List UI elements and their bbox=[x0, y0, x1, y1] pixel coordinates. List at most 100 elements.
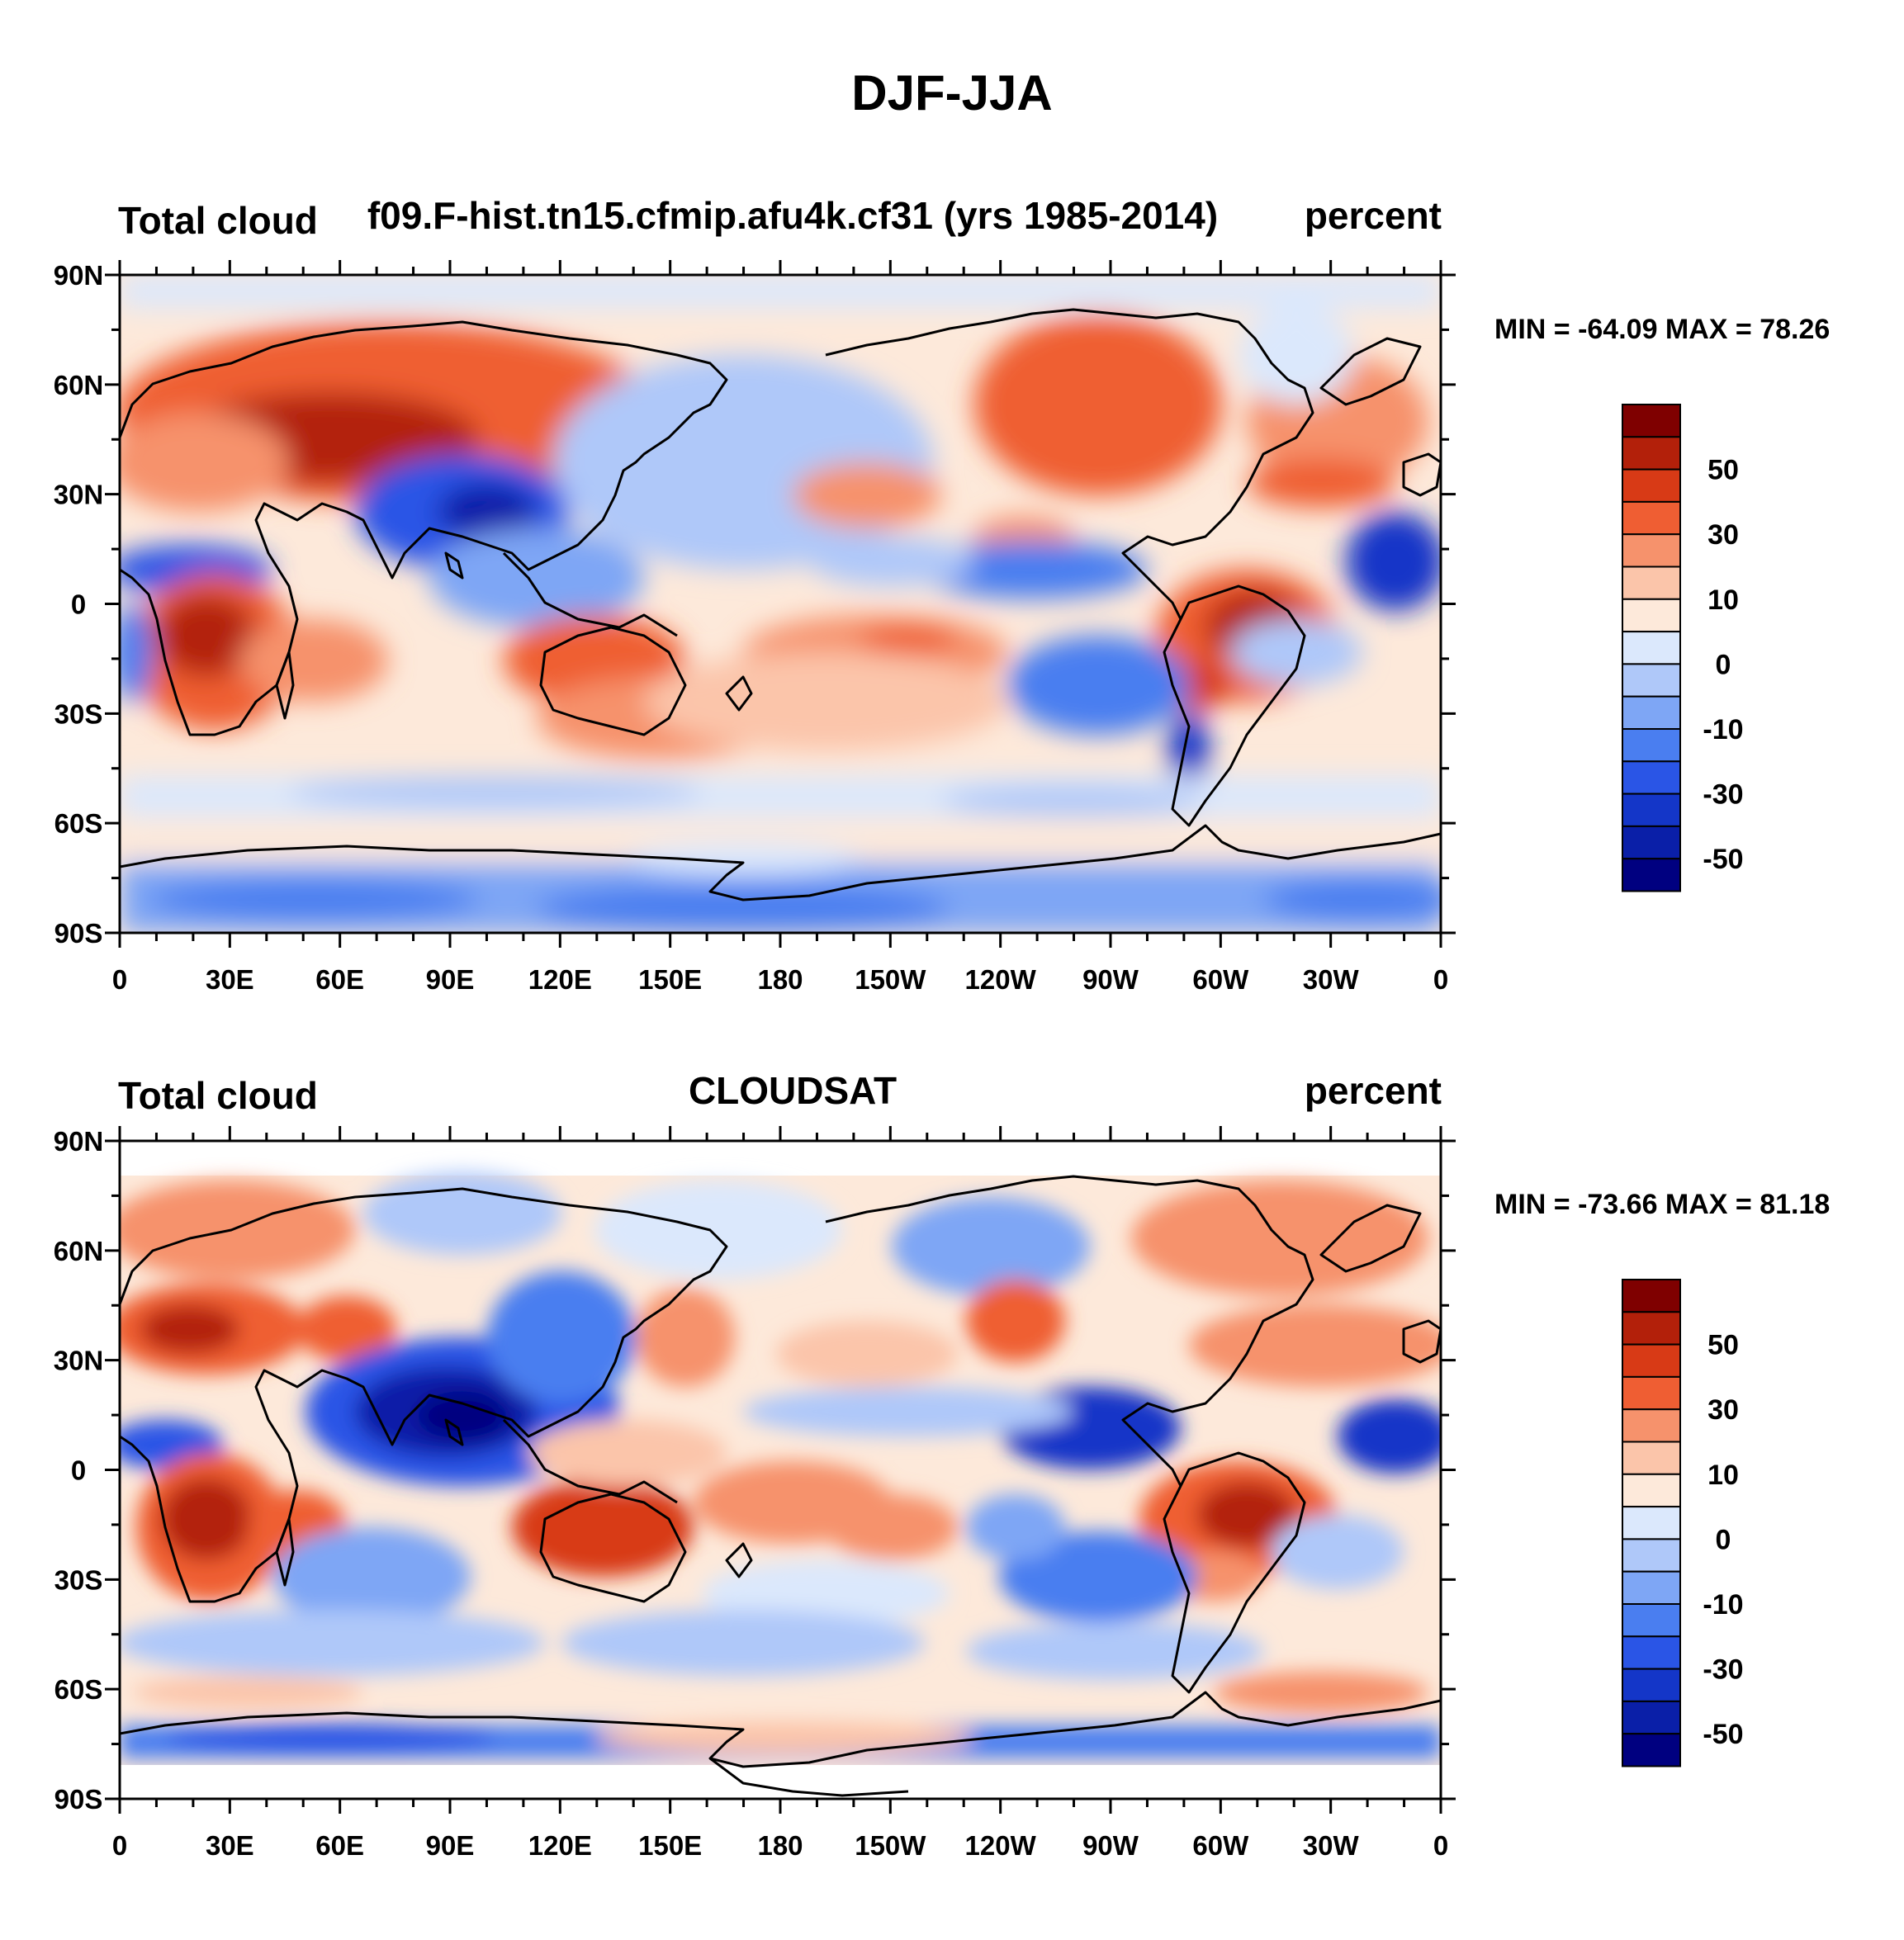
colorbar-label: 50 bbox=[1707, 1330, 1739, 1361]
missing-band-north bbox=[120, 1141, 1441, 1176]
cloud-anomaly-field bbox=[120, 275, 1441, 933]
colorbar-swatch bbox=[1622, 1570, 1681, 1606]
coastlines bbox=[120, 1175, 1441, 1797]
cloud-anomaly-field bbox=[120, 1172, 1441, 1758]
lat-labels: 90N 60N 30N 0 30S 60S 90S bbox=[54, 1126, 104, 1815]
lon-label: 120E bbox=[528, 964, 592, 995]
panel-center-label: f09.F-hist.tn15.cfmip.afu4k.cf31 (yrs 19… bbox=[367, 194, 1219, 237]
lon-label: 60E bbox=[315, 1830, 364, 1861]
min-max-label: MIN = -64.09 MAX = 78.26 bbox=[1494, 314, 1831, 345]
colorbar-swatch bbox=[1622, 1408, 1681, 1443]
lat-label: 90S bbox=[54, 1784, 103, 1815]
lon-label: 150E bbox=[638, 1830, 702, 1861]
colorbar-label: -50 bbox=[1703, 844, 1743, 875]
lat-label: 90S bbox=[54, 918, 103, 949]
colorbar-swatch bbox=[1622, 1700, 1681, 1735]
lat-label: 30S bbox=[54, 1564, 103, 1595]
colorbar-swatch bbox=[1622, 663, 1681, 698]
colorbar-swatch bbox=[1622, 1668, 1681, 1702]
colorbar-swatch bbox=[1622, 631, 1681, 665]
panel-left-label: Total cloud bbox=[118, 199, 318, 242]
lon-label: 60W bbox=[1192, 1830, 1249, 1861]
colorbar-swatch bbox=[1622, 793, 1681, 827]
map-plot: 90N 60N 30N 0 30S 60S 90S 0 30E 60E 90E 120E 150E 18… bbox=[54, 1126, 1456, 1861]
coastlines bbox=[120, 308, 1441, 901]
lon-label: 30W bbox=[1303, 964, 1360, 995]
lon-labels: 0 30E 60E 90E 120E 150E 180 150W 120W 90W 60W 30W 0 bbox=[112, 1830, 1448, 1861]
colorbar-label: -10 bbox=[1703, 1589, 1743, 1621]
panel-right-label: percent bbox=[1304, 1069, 1442, 1112]
lon-label: 90W bbox=[1082, 964, 1139, 995]
colorbar-label: 50 bbox=[1707, 455, 1739, 486]
lat-label: 0 bbox=[71, 1455, 86, 1486]
min-max-label: MIN = -73.66 MAX = 81.18 bbox=[1494, 1189, 1831, 1220]
lon-label: 60W bbox=[1192, 964, 1249, 995]
colorbar-label: 10 bbox=[1707, 584, 1739, 616]
colorbar-swatch bbox=[1622, 1473, 1681, 1508]
colorbar-swatch bbox=[1622, 1311, 1681, 1346]
colorbar-label: -30 bbox=[1703, 779, 1743, 811]
lat-label: 60S bbox=[54, 1674, 103, 1705]
lon-label: 120W bbox=[965, 964, 1037, 995]
colorbar-label: 0 bbox=[1716, 649, 1731, 680]
colorbar-swatch bbox=[1622, 1506, 1681, 1540]
lon-label: 0 bbox=[112, 1830, 127, 1861]
colorbar-label: 0 bbox=[1716, 1524, 1731, 1555]
lon-label: 120E bbox=[528, 1830, 592, 1861]
lon-label: 150E bbox=[638, 964, 702, 995]
lat-labels: 90N 60N 30N 0 30S 60S 90S bbox=[54, 260, 104, 949]
colorbar-swatch bbox=[1622, 858, 1681, 892]
colorbar: 50 30 10 0 -10 -30 -50 bbox=[1622, 1279, 1744, 1767]
panel-model: Total cloud f09.F-hist.tn15.cfmip.afu4k.… bbox=[0, 190, 1904, 1065]
lon-label: 180 bbox=[757, 1830, 803, 1861]
lon-label: 90E bbox=[426, 964, 475, 995]
lon-label: 150W bbox=[855, 964, 926, 995]
colorbar-swatch bbox=[1622, 468, 1681, 503]
colorbar-label: 10 bbox=[1707, 1460, 1739, 1491]
colorbar-label: 30 bbox=[1707, 1394, 1739, 1426]
lat-label: 0 bbox=[71, 589, 86, 620]
colorbar-swatch bbox=[1622, 436, 1681, 471]
lon-label: 120W bbox=[965, 1830, 1037, 1861]
colorbar-label: -50 bbox=[1703, 1719, 1743, 1750]
lon-label: 0 bbox=[112, 964, 127, 995]
colorbar-swatch bbox=[1622, 1733, 1681, 1767]
colorbar-label: -30 bbox=[1703, 1654, 1743, 1686]
axis-ticks bbox=[105, 1126, 1456, 1814]
colorbar-swatch bbox=[1622, 1538, 1681, 1573]
colorbar-swatch bbox=[1622, 565, 1681, 600]
colorbar-swatch bbox=[1622, 1441, 1681, 1475]
colorbar-swatch bbox=[1622, 695, 1681, 731]
colorbar-swatch bbox=[1622, 404, 1681, 438]
colorbar-swatch bbox=[1622, 1343, 1681, 1378]
lon-label: 150W bbox=[855, 1830, 926, 1861]
panel-center-label: CLOUDSAT bbox=[688, 1069, 898, 1112]
lat-label: 30N bbox=[54, 1346, 104, 1376]
lat-label: 30S bbox=[54, 698, 103, 729]
colorbar-swatch bbox=[1622, 533, 1681, 568]
lon-label: 0 bbox=[1433, 964, 1448, 995]
lon-label: 60E bbox=[315, 964, 364, 995]
lon-label: 0 bbox=[1433, 1830, 1448, 1861]
colorbar-label: -10 bbox=[1703, 714, 1743, 745]
lat-label: 60N bbox=[54, 1236, 104, 1266]
colorbar-swatch bbox=[1622, 1603, 1681, 1638]
colorbar-swatch bbox=[1622, 1279, 1681, 1313]
colorbar-swatch bbox=[1622, 598, 1681, 633]
figure-title: DJF-JJA bbox=[851, 65, 1053, 121]
colorbar-swatch bbox=[1622, 1375, 1681, 1411]
missing-band-south bbox=[120, 1765, 1441, 1799]
colorbar-swatch bbox=[1622, 760, 1681, 795]
lat-label: 90N bbox=[54, 260, 104, 291]
colorbar-swatch bbox=[1622, 1635, 1681, 1670]
lon-label: 30E bbox=[206, 1830, 254, 1861]
map-plot: 90N 60N 30N 0 30S 60S 90S 0 30E 60E 90E 120E 150E 18… bbox=[54, 260, 1456, 995]
lat-label: 30N bbox=[54, 480, 104, 510]
lat-label: 60S bbox=[54, 808, 103, 839]
colorbar-swatch bbox=[1622, 500, 1681, 536]
colorbar: 50 30 10 0 -10 -30 -50 bbox=[1622, 404, 1744, 892]
lon-label: 180 bbox=[757, 964, 803, 995]
panel-left-label: Total cloud bbox=[118, 1074, 318, 1117]
lon-label: 90E bbox=[426, 1830, 475, 1861]
panel-right-label: percent bbox=[1304, 194, 1442, 237]
